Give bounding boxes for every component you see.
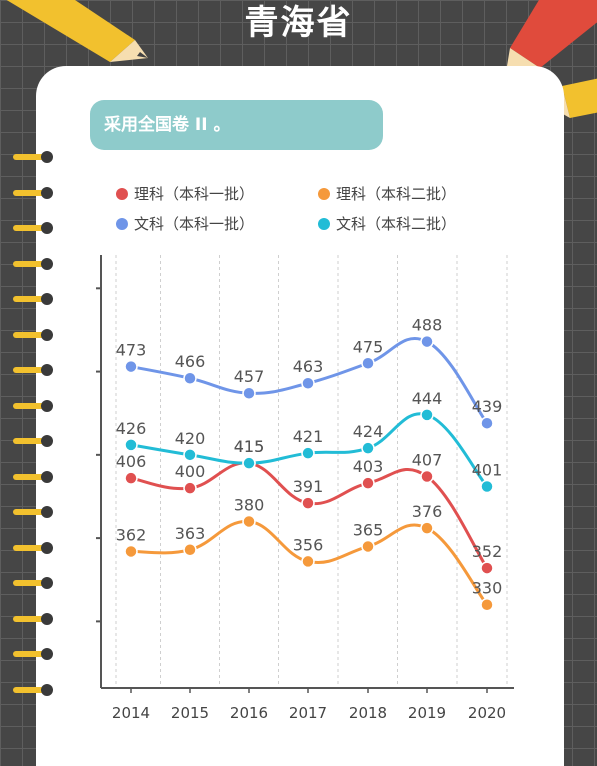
legend-dot-icon — [116, 188, 128, 200]
data-label: 406 — [116, 452, 147, 471]
data-label: 403 — [353, 457, 384, 476]
data-point — [420, 469, 434, 484]
data-point — [301, 376, 315, 390]
legend-item: 文科（本科二批） — [318, 214, 456, 234]
data-point — [124, 438, 138, 452]
legend-item: 理科（本科一批） — [116, 184, 254, 204]
data-point — [480, 561, 494, 575]
binder-ring-icon — [13, 186, 53, 199]
data-point — [124, 471, 138, 485]
binder-ring-icon — [13, 470, 53, 483]
data-point — [420, 334, 434, 349]
data-point — [361, 441, 375, 455]
binder-ring-icon — [13, 435, 53, 447]
binder-ring-icon — [13, 222, 53, 234]
data-point — [420, 521, 434, 535]
x-tick-label: 2019 — [408, 704, 446, 722]
data-label: 420 — [175, 429, 206, 448]
data-point — [183, 543, 197, 557]
legend-item: 理科（本科二批） — [318, 184, 456, 204]
data-label: 380 — [234, 495, 265, 514]
data-label: 463 — [293, 357, 324, 376]
legend-label: 文科（本科一批） — [134, 215, 255, 233]
binder-ring-icon — [13, 577, 53, 589]
legend-item: 文科（本科一批） — [116, 214, 254, 234]
data-point — [183, 448, 197, 462]
x-tick-label: 2014 — [112, 704, 150, 722]
data-point — [480, 597, 494, 612]
data-label: 457 — [234, 367, 265, 386]
data-label: 466 — [175, 352, 206, 371]
binder-ring-icon — [13, 541, 53, 554]
data-label: 362 — [116, 525, 147, 544]
data-point — [183, 371, 197, 385]
x-tick-label: 2016 — [230, 704, 268, 722]
line-chart: 2014 2015 2016 2017 2018 2019 2020 406 400 415 391… — [96, 255, 514, 722]
data-label: 424 — [353, 422, 384, 441]
binder-ring-icon — [13, 683, 53, 696]
data-label: 426 — [116, 419, 147, 438]
data-point — [124, 359, 138, 374]
binder-ring-icon — [13, 364, 53, 376]
data-label: 421 — [293, 427, 324, 446]
notebook-card — [36, 66, 564, 766]
legend-dot-icon — [318, 218, 330, 230]
legend-label: 理科（本科一批） — [134, 185, 255, 203]
data-label: 356 — [293, 535, 324, 554]
data-point — [361, 356, 375, 370]
x-tick-label: 2018 — [349, 704, 387, 722]
data-point — [301, 496, 315, 510]
data-point — [242, 514, 256, 529]
page-title: 青海省 — [244, 3, 353, 43]
data-label: 376 — [412, 502, 443, 521]
data-label: 475 — [353, 337, 384, 356]
x-tick-label: 2017 — [289, 704, 327, 722]
binder-ring-icon — [13, 293, 53, 305]
x-tick-label: 2020 — [468, 704, 506, 722]
binder-ring-icon — [13, 151, 53, 163]
x-tick-label: 2015 — [171, 704, 209, 722]
data-label: 439 — [472, 397, 503, 416]
data-point — [420, 408, 434, 422]
data-label: 488 — [412, 316, 443, 335]
legend-label: 理科（本科二批） — [336, 185, 457, 203]
data-point — [301, 446, 315, 460]
data-point — [480, 479, 494, 494]
data-point — [480, 416, 494, 430]
binder-ring-icon — [13, 612, 53, 625]
data-point — [242, 456, 256, 470]
data-label: 415 — [234, 437, 265, 456]
data-label: 400 — [175, 462, 206, 481]
data-label: 363 — [175, 524, 206, 543]
exam-banner: 采用全国卷 II 。 — [90, 100, 383, 150]
data-point — [361, 476, 375, 490]
data-point — [124, 544, 138, 559]
legend-label: 文科（本科二批） — [336, 215, 457, 233]
pencil-decorations — [6, 0, 597, 118]
data-label: 444 — [412, 389, 443, 408]
binder-ring-icon — [13, 328, 53, 341]
binder-ring-icon — [13, 506, 53, 518]
data-label: 407 — [412, 450, 443, 469]
data-label: 415 — [234, 437, 265, 456]
pencil-left-icon — [6, 0, 148, 62]
legend-dot-icon — [116, 218, 128, 230]
data-point — [301, 554, 315, 569]
data-label: 401 — [472, 460, 503, 479]
data-point — [183, 481, 197, 495]
data-label: 352 — [472, 542, 503, 561]
data-point — [361, 539, 375, 554]
data-point — [242, 386, 256, 400]
data-label: 391 — [293, 477, 324, 496]
data-label: 330 — [472, 579, 503, 598]
binder-ring-icon — [13, 257, 53, 270]
binder-ring-icon — [13, 399, 53, 412]
data-label: 473 — [116, 341, 147, 360]
data-label: 365 — [353, 520, 384, 539]
binder-ring-icon — [13, 648, 53, 660]
legend-dot-icon — [318, 188, 330, 200]
